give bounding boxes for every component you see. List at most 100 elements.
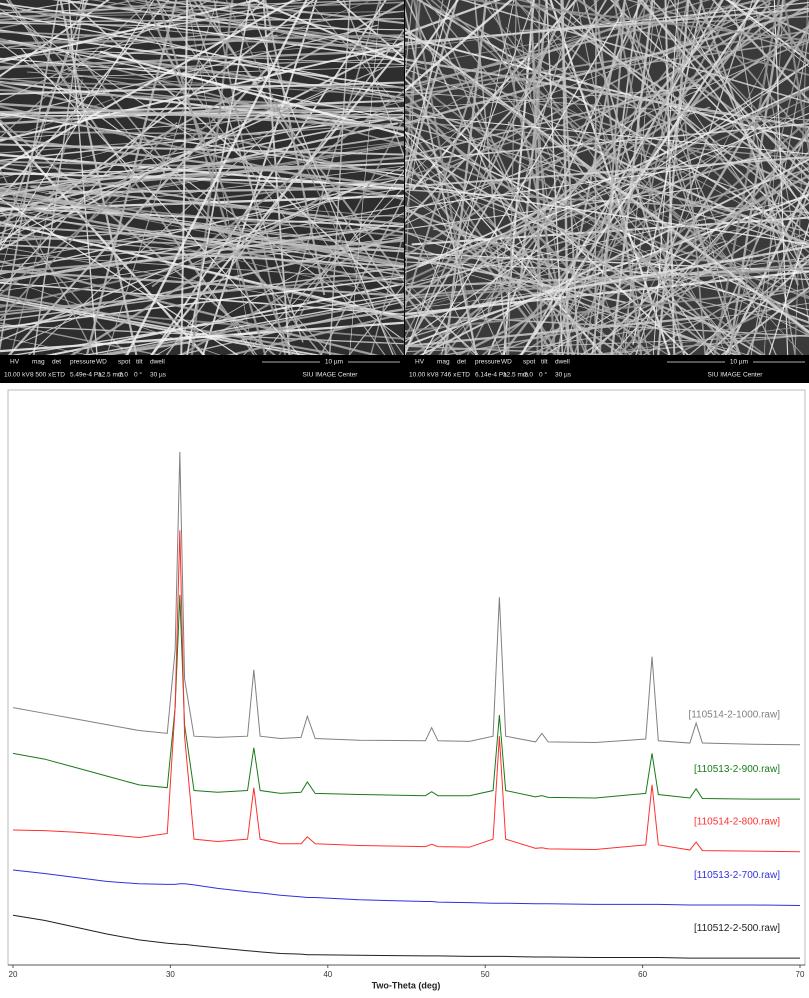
fiber — [0, 31, 404, 49]
fiber — [405, 208, 733, 335]
sem-value: 12.5 mm — [98, 372, 123, 379]
fiber — [0, 49, 404, 69]
fiber — [0, 176, 404, 275]
fiber — [626, 0, 809, 55]
fiber — [405, 83, 700, 158]
fiber — [6, 0, 332, 355]
fiber — [0, 134, 404, 196]
fiber — [0, 191, 404, 261]
fiber — [0, 116, 399, 162]
fiber — [598, 0, 626, 355]
fiber — [405, 0, 460, 78]
fiber — [783, 0, 809, 158]
fiber — [405, 62, 809, 343]
fiber — [720, 286, 809, 355]
sem-header: WD — [501, 359, 512, 366]
fiber — [436, 0, 809, 334]
fiber — [0, 176, 404, 225]
sem-value: 10.00 kV — [409, 372, 435, 379]
fiber — [405, 176, 809, 323]
fiber — [624, 0, 740, 355]
fiber — [530, 0, 544, 355]
fiber — [405, 315, 429, 355]
fiber — [0, 0, 262, 63]
fiber — [405, 254, 626, 304]
fiber — [511, 77, 809, 242]
fiber — [579, 201, 809, 355]
fiber — [0, 107, 404, 119]
fiber — [405, 31, 809, 335]
sem-header: dwell — [555, 359, 570, 366]
legend-label: [110514-2-1000.raw] — [688, 709, 780, 720]
fiber — [0, 227, 379, 282]
fiber — [0, 136, 404, 189]
fiber — [405, 173, 631, 355]
fiber — [186, 0, 254, 355]
fiber — [711, 0, 809, 103]
fiber — [144, 0, 293, 355]
sem-value: ETD — [457, 372, 470, 379]
fiber — [0, 324, 404, 345]
fiber — [0, 114, 404, 117]
fiber — [642, 255, 809, 355]
legend-label: [110514-2-800.raw] — [694, 816, 780, 827]
fiber — [0, 276, 221, 355]
fiber — [419, 158, 809, 355]
fiber — [150, 0, 387, 355]
sem-value: 2.0 — [119, 372, 128, 379]
sem-header: WD — [96, 359, 107, 366]
fiber — [0, 276, 404, 329]
fiber — [549, 0, 671, 355]
fiber — [0, 99, 319, 179]
fiber — [165, 28, 404, 355]
fiber — [405, 0, 451, 179]
fiber — [45, 100, 404, 195]
fiber — [773, 0, 789, 355]
fiber — [319, 195, 404, 355]
fiber — [0, 296, 322, 355]
fiber — [474, 0, 797, 270]
sem-value: 5.49e-4 Pa — [70, 372, 102, 379]
fiber — [763, 0, 784, 355]
fiber — [562, 134, 809, 247]
fiber — [342, 0, 404, 158]
fiber — [0, 66, 404, 80]
fiber — [405, 157, 557, 355]
fiber — [438, 18, 587, 355]
fiber — [560, 0, 580, 355]
fiber — [0, 102, 404, 130]
fiber — [0, 81, 404, 96]
fiber — [507, 121, 740, 355]
sem-header: mag — [32, 359, 45, 366]
sem-header: tilt — [541, 359, 548, 366]
fiber — [0, 0, 155, 251]
fiber — [0, 196, 404, 238]
fiber — [156, 0, 267, 355]
fiber — [405, 0, 600, 181]
fiber — [405, 182, 807, 245]
fiber — [405, 41, 809, 179]
fiber — [156, 0, 404, 355]
fiber — [10, 293, 404, 355]
fiber — [405, 109, 809, 276]
sem-value: 30 µs — [555, 372, 572, 379]
fiber — [0, 0, 212, 22]
fiber — [251, 0, 404, 65]
fiber — [68, 0, 98, 355]
fiber — [405, 187, 700, 230]
fiber — [417, 85, 809, 268]
fiber — [405, 156, 809, 188]
fiber — [699, 0, 799, 286]
fiber — [724, 0, 809, 35]
x-tick-label: 50 — [481, 970, 490, 979]
fiber — [176, 300, 404, 355]
fiber — [674, 0, 707, 355]
fiber — [0, 87, 330, 242]
fiber — [62, 38, 404, 71]
fiber — [20, 47, 300, 355]
fiber — [0, 239, 404, 274]
fiber — [405, 87, 809, 284]
fiber — [405, 0, 620, 223]
fiber — [405, 0, 514, 93]
